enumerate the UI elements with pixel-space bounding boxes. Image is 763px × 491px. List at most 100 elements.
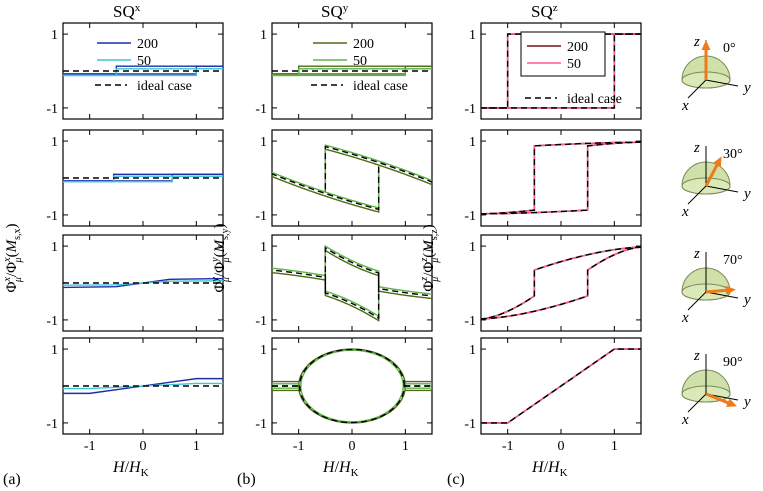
ylabel-sup: x xyxy=(2,277,13,283)
series-loop-line xyxy=(271,269,380,320)
xlabel-slash: / xyxy=(125,459,130,476)
series-loop-line xyxy=(324,144,433,188)
panel-y-30: -1 1 xyxy=(255,129,433,227)
x-tick-label: 0 xyxy=(558,439,565,454)
x-axis-line xyxy=(687,185,707,205)
panel-z-30: -1 1 xyxy=(464,129,642,227)
sphere-inset-90: z x y 90° xyxy=(681,348,751,428)
panel-letter: (b) xyxy=(237,471,256,488)
column-title: SQy xyxy=(321,2,349,21)
xlabel-k-sub: K xyxy=(141,467,149,479)
series-ellipse-line xyxy=(299,348,405,424)
y-axis-letter: y xyxy=(742,80,751,96)
legend-label: 200 xyxy=(353,37,374,52)
panel-letter: (a) xyxy=(3,471,21,488)
y-tick-label: 1 xyxy=(260,135,267,150)
legend: 200 50 ideal case xyxy=(311,37,408,94)
series-loop-line xyxy=(324,145,433,190)
panel-y-90: -1 1 -1 0 1 xyxy=(255,337,433,454)
y-tick-label: -1 xyxy=(255,102,267,117)
x-tick-label: -1 xyxy=(502,439,514,454)
y-axis-letter: y xyxy=(742,394,751,410)
panel-y-70: -1 1 xyxy=(255,234,433,332)
series-line xyxy=(272,68,432,77)
x-axis-letter: x xyxy=(681,412,689,428)
title-base: SQ xyxy=(321,2,343,21)
ylabel-m: M xyxy=(421,239,437,254)
x-axis-letter: x xyxy=(681,204,689,220)
series-group xyxy=(63,65,223,77)
y-tick-label: 1 xyxy=(51,135,58,150)
x-tick-label: 1 xyxy=(402,439,409,454)
y-tick-label: 1 xyxy=(469,28,476,43)
ylabel-paren: ) xyxy=(4,224,20,229)
z-axis-letter: z xyxy=(693,246,700,262)
y-tick-label: -1 xyxy=(464,209,476,224)
ylabel-m: M xyxy=(4,238,20,253)
panel-z-70: -1 1 xyxy=(464,234,642,332)
x-axis-label: H/HK xyxy=(112,459,149,479)
x-axis-line xyxy=(687,393,707,413)
sphere-inset-70: z x y 70° xyxy=(681,246,751,326)
xlabel-k-sub: K xyxy=(351,467,359,479)
plot-frame xyxy=(271,129,433,227)
magnetization-arrowhead xyxy=(701,40,711,50)
xlabel-k-sub: K xyxy=(560,467,568,479)
ylabel-sub: μ xyxy=(13,257,24,263)
ylabel-sup: z xyxy=(419,277,430,282)
series-loop-line xyxy=(480,246,642,320)
ylabel-phi: Φ xyxy=(4,281,20,292)
sphere-inset-30: z x y 30° xyxy=(681,140,751,220)
ylabel-sup: x xyxy=(2,257,13,263)
ylabel-sup: y xyxy=(210,257,221,263)
y-axis-line xyxy=(705,79,739,87)
ylabel-div: /Φ xyxy=(212,262,228,277)
y-axis-label: Φyμ/Φyμ(Ms,y) xyxy=(210,224,232,293)
series-50-line xyxy=(63,175,223,183)
ylabel-sup: z xyxy=(419,258,430,263)
ylabel-div: /Φ xyxy=(4,262,20,277)
xlabel-h: H xyxy=(322,459,336,476)
y-tick-label: -1 xyxy=(464,314,476,329)
magnetization-arrowhead xyxy=(712,156,722,168)
title-sup: x xyxy=(135,2,141,14)
ylabel-paren: ( xyxy=(4,252,20,257)
y-tick-label: 1 xyxy=(260,240,267,255)
panel-letter: (c) xyxy=(447,471,465,488)
x-axis-letter: x xyxy=(681,98,689,114)
ylabel-phi: Φ xyxy=(212,281,228,292)
z-axis-letter: z xyxy=(693,34,700,50)
y-tick-label: 1 xyxy=(51,28,58,43)
legend: 200 50 ideal case xyxy=(95,37,192,94)
y-tick-label: 1 xyxy=(469,240,476,255)
y-tick-label: 1 xyxy=(469,343,476,358)
series-loop-line xyxy=(324,246,433,297)
series-loop-line xyxy=(324,249,433,300)
y-tick-label: -1 xyxy=(46,102,58,117)
series-loop-line xyxy=(271,267,380,318)
xlabel-h: H xyxy=(112,459,126,476)
magnetization-arrow xyxy=(705,288,731,294)
angle-label: 30° xyxy=(723,147,743,162)
legend-label: ideal case xyxy=(353,79,408,94)
ylabel-m: M xyxy=(212,238,228,253)
z-axis-letter: z xyxy=(693,140,700,156)
y-axis-label: Φxμ/Φxμ(Ms,x) xyxy=(2,224,24,293)
legend-label: 200 xyxy=(567,40,588,55)
y-tick-label: -1 xyxy=(255,314,267,329)
y-tick-label: 1 xyxy=(260,28,267,43)
title-base: SQ xyxy=(113,2,135,21)
magnetization-arrowhead xyxy=(725,285,736,295)
legend-label: ideal case xyxy=(567,92,622,107)
legend-box xyxy=(520,31,606,77)
legend-label: 200 xyxy=(137,37,158,52)
legend-label: 50 xyxy=(567,57,581,72)
legend-label: ideal case xyxy=(137,79,192,94)
ylabel-paren: ) xyxy=(421,224,437,229)
x-tick-label: 0 xyxy=(140,439,147,454)
y-tick-label: -1 xyxy=(46,209,58,224)
y-axis-letter: y xyxy=(742,292,751,308)
series-50-line xyxy=(63,68,223,77)
plot-frame xyxy=(271,234,433,332)
y-tick-label: -1 xyxy=(255,209,267,224)
